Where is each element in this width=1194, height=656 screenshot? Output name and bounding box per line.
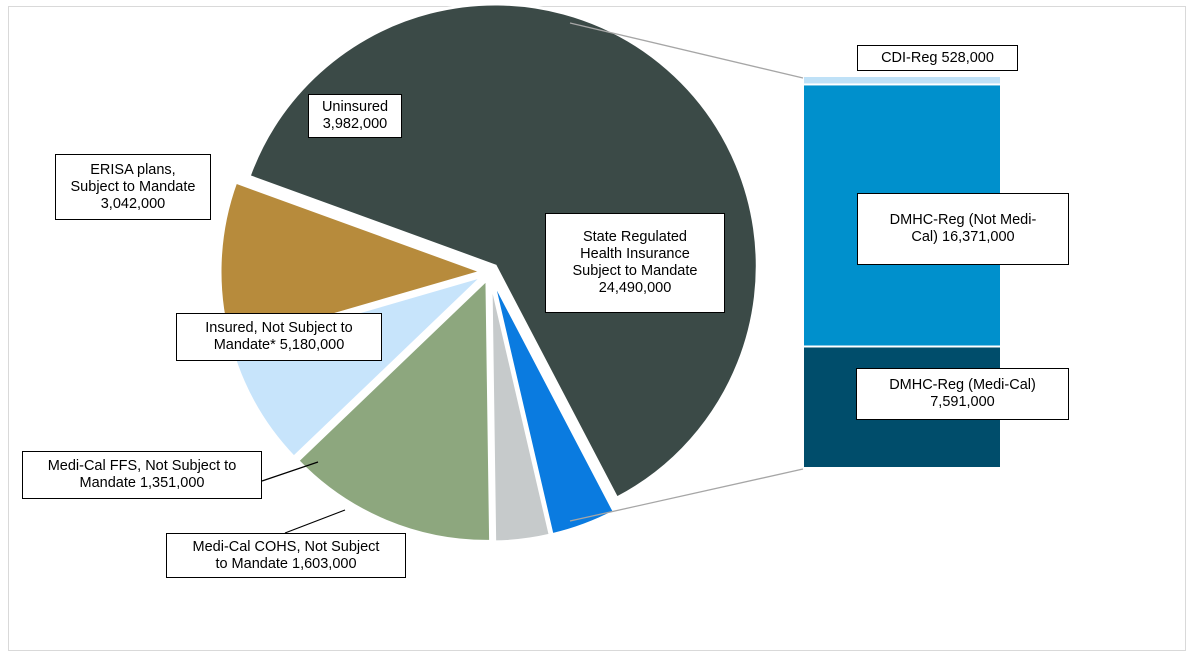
label-uninsured: Uninsured 3,982,000 [308, 94, 402, 138]
label-state-regulated: State Regulated Health Insurance Subject… [545, 213, 725, 313]
connector-line-top [569, 22, 804, 79]
label-insured-not-subject: Insured, Not Subject to Mandate* 5,180,0… [176, 313, 382, 361]
pie-slice-insured-not-subject-to-mandate [295, 275, 493, 543]
label-cdi-reg: CDI-Reg 528,000 [857, 45, 1018, 71]
leader-lines [261, 461, 346, 534]
label-medi-cal-cohs: Medi-Cal COHS, Not Subject to Mandate 1,… [166, 533, 406, 578]
chart-frame [8, 6, 1186, 651]
connector-line-bottom [569, 468, 804, 522]
pie-slice-medi-cal-ffs-not-subject-to-mandate [489, 279, 553, 544]
connector-lines [569, 22, 804, 522]
leader-line-medi-cal-ffs [261, 461, 319, 482]
label-dmhc-medi-cal: DMHC-Reg (Medi-Cal) 7,591,000 [856, 368, 1069, 420]
label-medi-cal-ffs: Medi-Cal FFS, Not Subject to Mandate 1,3… [22, 451, 262, 499]
label-dmhc-not-medi-cal: DMHC-Reg (Not Medi- Cal) 16,371,000 [857, 193, 1069, 265]
leader-line-medi-cal-cohs [284, 509, 346, 534]
label-erisa: ERISA plans, Subject to Mandate 3,042,00… [55, 154, 211, 220]
bar-segment-cdi-reg [804, 77, 1000, 84]
